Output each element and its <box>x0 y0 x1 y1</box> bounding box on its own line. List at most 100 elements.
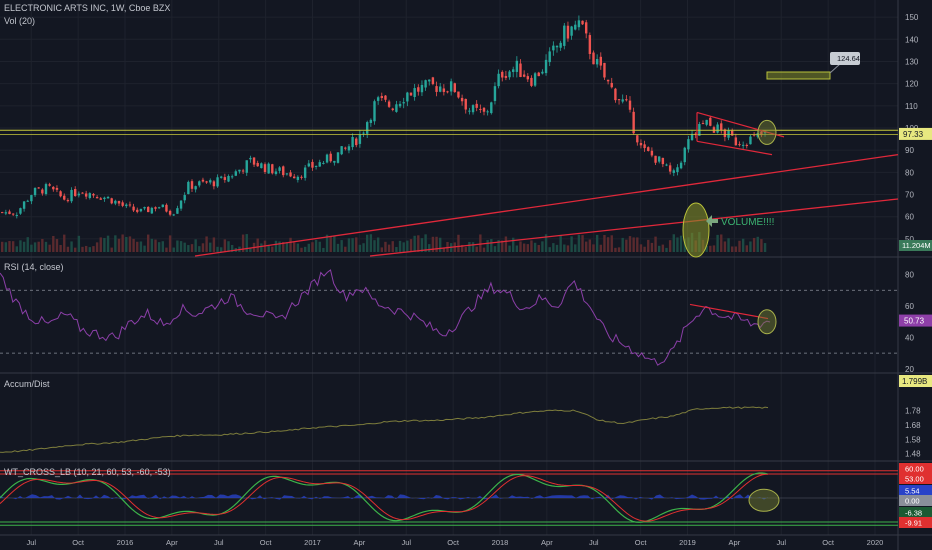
candle-body <box>190 181 194 189</box>
volume-bar <box>468 241 471 252</box>
wt-cross-title: WT_CROSS_LB (10, 21, 60, 53, -60, -53) <box>4 467 171 477</box>
candle-body <box>234 171 237 176</box>
volume-bar <box>632 237 635 252</box>
candle-body <box>406 92 409 102</box>
symbol-title: ELECTRONIC ARTS INC, 1W, Cboe BZX <box>4 3 171 13</box>
candle-body <box>380 96 383 99</box>
candle-body <box>274 171 278 174</box>
candle-body <box>176 208 179 214</box>
time-axis[interactable]: Jul Oct 2016 Apr Jul Oct 2017 Apr Jul Oct 2018 Apr J… <box>26 538 883 547</box>
candle-body <box>187 181 190 195</box>
volume-bar <box>256 238 259 252</box>
price-tick-label: 120 <box>905 80 919 89</box>
candle-body <box>15 214 18 216</box>
candle-body <box>212 181 216 187</box>
candle-body <box>402 102 405 104</box>
candle-body <box>8 211 11 215</box>
candle-body <box>475 103 478 108</box>
volume-bar <box>552 243 555 252</box>
candle-body <box>413 88 416 97</box>
volume-arrow-icon <box>706 215 718 227</box>
candle-body <box>271 164 274 174</box>
volume-bar <box>581 235 584 252</box>
volume-bar <box>278 241 281 252</box>
volume-bar <box>391 241 394 252</box>
rsi-pane: 80 60 40 20 50.73 <box>0 269 932 374</box>
candle-body <box>1 212 4 214</box>
volume-bar <box>752 237 756 252</box>
volume-bar <box>81 246 84 252</box>
volume-bar <box>595 234 599 252</box>
candle-body <box>690 133 694 141</box>
wt-fast-line <box>0 472 769 523</box>
volume-title: Vol (20) <box>4 16 36 26</box>
volume-bar <box>103 237 106 252</box>
volume-bar <box>409 239 413 252</box>
candle-body <box>687 139 690 150</box>
volume-bar <box>709 245 712 252</box>
candle-body <box>238 169 241 172</box>
accum-dist-value-label: 1.799B <box>902 377 927 386</box>
price-callout-box <box>830 52 860 65</box>
candle-body <box>647 147 650 151</box>
candle-body <box>336 152 340 163</box>
candle-body <box>449 81 453 92</box>
candle-body <box>81 192 84 194</box>
candle-body <box>588 35 592 55</box>
price-tick-label: 140 <box>905 35 919 44</box>
candle-body <box>300 176 303 178</box>
volume-bar <box>537 245 540 252</box>
volume-bar <box>128 236 132 252</box>
candle-body <box>362 132 365 134</box>
volume-bar <box>161 241 164 252</box>
volume-bar <box>639 244 643 252</box>
candle-body <box>172 214 175 216</box>
volume-bar <box>723 241 727 252</box>
wt-value-label: 0.00 <box>905 497 920 506</box>
volume-bar <box>274 240 278 252</box>
candle-body <box>628 100 632 110</box>
wt-histogram <box>0 494 768 500</box>
candle-body <box>471 105 475 113</box>
volume-bar <box>490 239 493 252</box>
volume-bar <box>402 242 405 252</box>
price-tick-label: 90 <box>905 146 914 155</box>
candle-body <box>296 176 300 180</box>
candle-body <box>435 86 438 92</box>
volume-bar <box>139 241 143 252</box>
candle-body <box>351 136 354 148</box>
volume-bar <box>464 247 467 252</box>
candle-body <box>541 71 544 74</box>
volume-bar <box>347 238 351 252</box>
candle-body <box>705 119 708 125</box>
candle-body <box>333 160 336 163</box>
candle-body <box>325 154 329 163</box>
candle-body <box>566 25 570 39</box>
accum-dist-title: Accum/Dist <box>4 379 50 389</box>
volume-bar <box>303 246 307 252</box>
volume-bar <box>154 239 157 252</box>
candle-body <box>636 135 639 143</box>
volume-bar <box>716 234 719 252</box>
candle-body <box>731 130 734 136</box>
volume-bar <box>289 237 292 252</box>
candle-body <box>63 195 66 200</box>
volume-bar <box>625 239 628 252</box>
candle-body <box>95 197 99 199</box>
candle-body <box>179 200 183 209</box>
candle-body <box>168 210 172 215</box>
volume-bar <box>501 240 504 252</box>
volume-bar <box>329 236 332 252</box>
candle-body <box>606 79 610 82</box>
volume-bar <box>471 242 475 252</box>
candle-body <box>48 184 51 186</box>
candle-body <box>548 51 551 63</box>
candle-body <box>490 102 493 114</box>
candle-body <box>303 167 307 178</box>
volume-bar <box>428 244 431 252</box>
rsi-value-tag <box>899 314 932 327</box>
candle-body <box>99 198 102 200</box>
volume-bar <box>322 247 325 252</box>
